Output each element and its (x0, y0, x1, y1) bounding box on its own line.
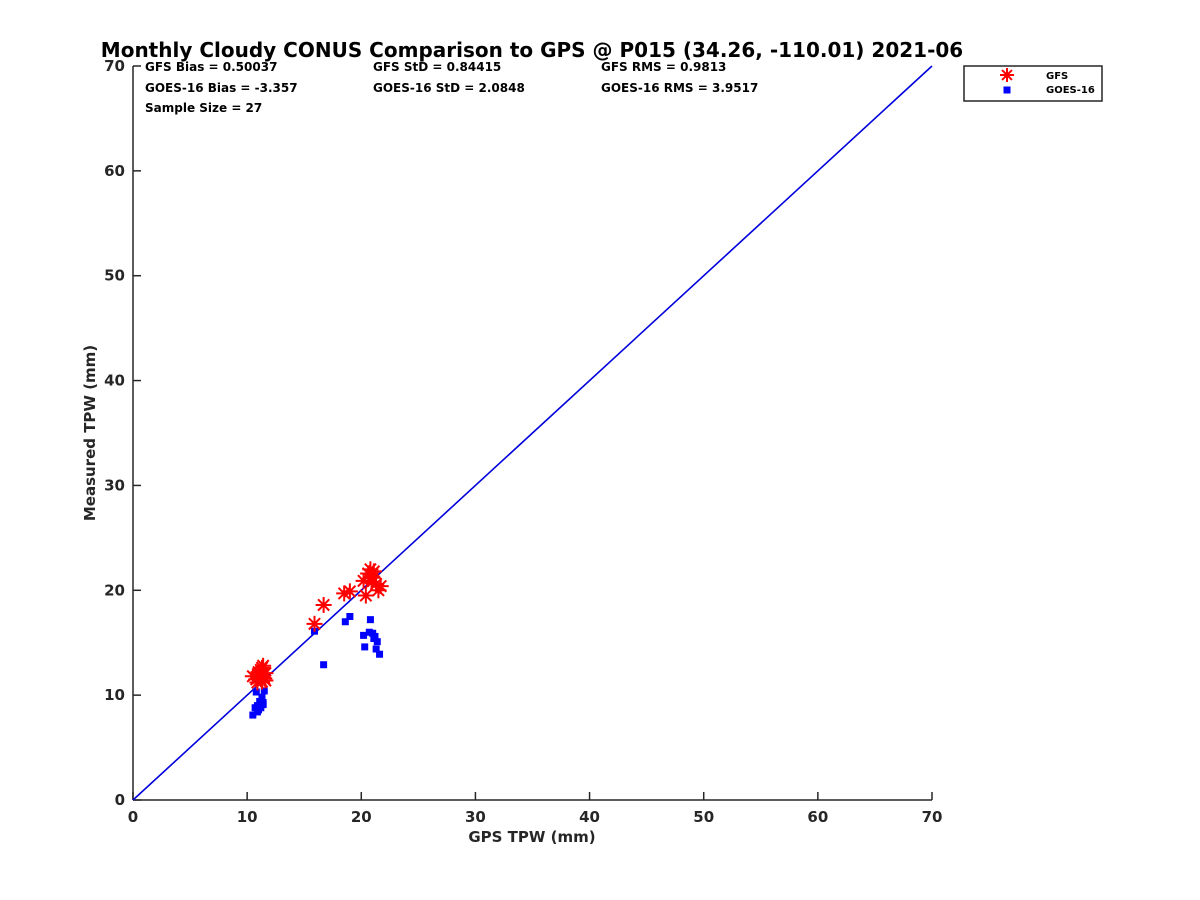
y-tick-label: 50 (104, 267, 125, 285)
gfs-point (365, 563, 382, 580)
goes16-point (372, 645, 380, 653)
legend-goes-square (1003, 86, 1011, 94)
legend: GFS GOES-16 (963, 65, 1103, 102)
goes16-point (360, 631, 368, 639)
goes16-point (260, 687, 268, 695)
axes: 0 10 20 30 40 50 60 70 0 10 20 30 40 50 60 70 (104, 57, 942, 826)
goes16-point (259, 701, 267, 709)
goes16-point (258, 693, 266, 701)
asterisk-stroke (259, 674, 272, 687)
asterisk-stroke (317, 598, 330, 612)
stat-gfs-bias: GFS Bias = 0.50037 (145, 60, 277, 74)
goes16-point (346, 613, 354, 620)
x-tick-label: 10 (237, 808, 258, 826)
gfs-point (315, 596, 332, 613)
data-points (244, 561, 389, 719)
y-tick-label: 40 (104, 372, 125, 390)
gfs-point (341, 583, 358, 600)
legend-goes-label: GOES-16 (1046, 85, 1095, 96)
x-tick-label: 60 (807, 808, 828, 826)
y-axis-label: Measured TPW (mm) (81, 345, 99, 521)
gfs-point (257, 672, 274, 689)
asterisk-stroke (251, 676, 264, 689)
goes16-point (361, 643, 369, 651)
x-tick-label: 70 (922, 808, 943, 826)
goes16-point (341, 618, 349, 626)
x-tick-label: 30 (465, 808, 486, 826)
legend-gfs-label: GFS (1046, 71, 1068, 82)
asterisk-stroke (1001, 69, 1013, 81)
goes16-point (249, 711, 257, 719)
stat-goes-rms: GOES-16 RMS = 3.9517 (601, 81, 758, 95)
goes16-point (371, 632, 379, 640)
asterisk-stroke (367, 565, 381, 578)
x-tick-label: 40 (579, 808, 600, 826)
goes16-point (376, 650, 384, 658)
x-tick-label: 0 (128, 808, 138, 826)
y-tick-label: 60 (104, 162, 125, 180)
gfs-point (357, 587, 374, 604)
goes16-point (252, 688, 260, 696)
y-tick-label: 70 (104, 57, 125, 75)
asterisk-stroke (365, 575, 378, 589)
x-tick-label: 20 (351, 808, 372, 826)
stat-sample-size: Sample Size = 27 (145, 101, 262, 115)
goes16-point (366, 616, 374, 624)
x-axis-label: GPS TPW (mm) (468, 828, 595, 846)
y-tick-label: 20 (104, 581, 125, 599)
asterisk-stroke (343, 584, 357, 598)
legend-gfs-asterisk (1000, 68, 1014, 82)
stat-gfs-rms: GFS RMS = 0.9813 (601, 60, 726, 74)
gfs-point (363, 573, 380, 590)
legend-gfs-marker (1000, 68, 1014, 82)
stat-goes-std: GOES-16 StD = 2.0848 (373, 81, 525, 95)
y-tick-label: 30 (104, 476, 125, 494)
y-tick-label: 10 (104, 686, 125, 704)
goes16-point (373, 638, 381, 646)
goes16-point (253, 708, 261, 716)
gfs-point (306, 615, 323, 632)
stat-goes-bias: GOES-16 Bias = -3.357 (145, 81, 298, 95)
chart-title: Monthly Cloudy CONUS Comparison to GPS @… (101, 38, 963, 62)
x-tick-label: 50 (693, 808, 714, 826)
asterisk-stroke (308, 617, 321, 631)
legend-box (963, 65, 1103, 102)
stat-gfs-std: GFS StD = 0.84415 (373, 60, 501, 74)
goes16-point (320, 661, 328, 669)
legend-goes-marker (1003, 86, 1011, 94)
asterisk-stroke (359, 589, 373, 602)
asterisk-stroke (252, 667, 265, 681)
y-tick-label: 0 (115, 791, 125, 809)
asterisk-stroke (374, 579, 388, 593)
